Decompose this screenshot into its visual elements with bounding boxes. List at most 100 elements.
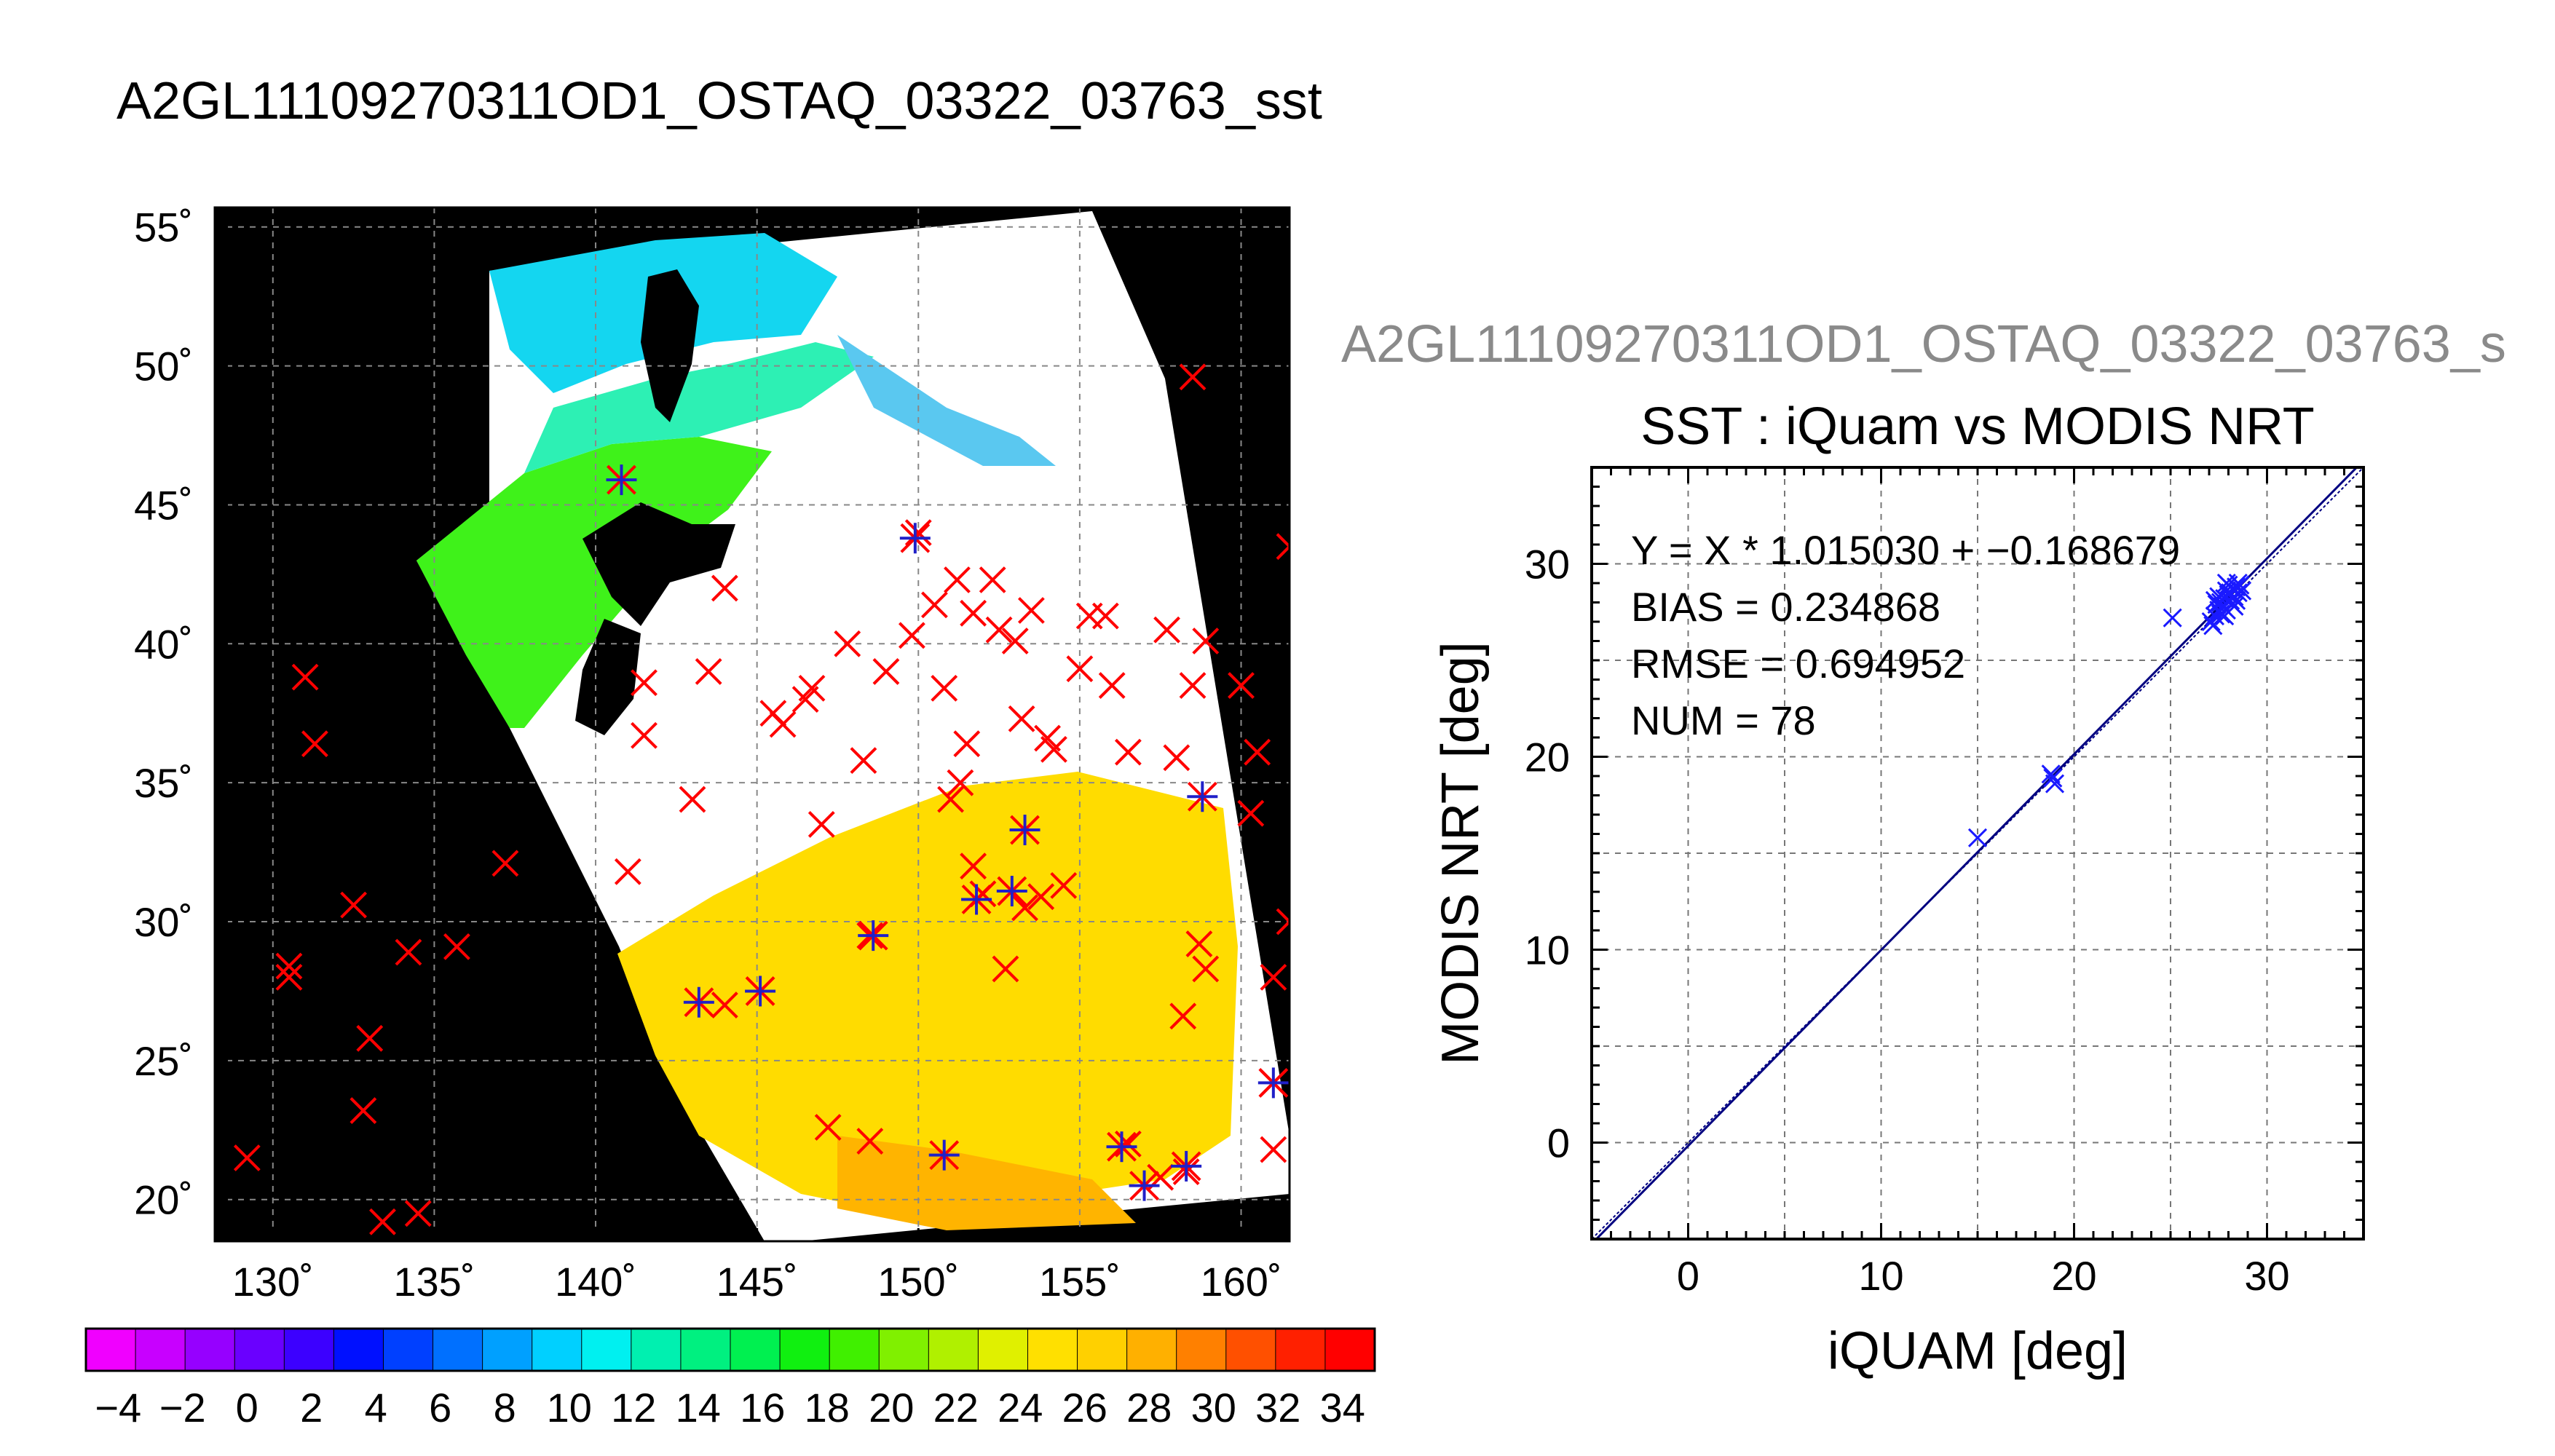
colorbar-tick-label: 4 bbox=[365, 1385, 387, 1431]
map-x-axis: 130˚ 135˚ 140˚ 145˚ 150˚ 155˚ 160˚ bbox=[232, 1228, 1282, 1305]
honshu-land bbox=[575, 619, 641, 735]
map-red-cross bbox=[850, 747, 877, 775]
map-red-cross-stroke bbox=[711, 992, 738, 1018]
map-x-tick-label: 135˚ bbox=[393, 1259, 475, 1305]
scatter-point bbox=[2201, 612, 2221, 632]
map-red-cross bbox=[1163, 744, 1190, 772]
colorbar-tick-label: 26 bbox=[1062, 1385, 1107, 1431]
colorbar-swatch bbox=[680, 1329, 731, 1371]
map-red-cross bbox=[1001, 628, 1029, 654]
map-red-cross-stroke bbox=[1192, 955, 1220, 983]
map-red-cross bbox=[1169, 1002, 1197, 1030]
map-red-cross bbox=[960, 599, 987, 627]
map-red-cross-stroke bbox=[1179, 672, 1207, 699]
map-red-cross-stroke bbox=[1001, 628, 1029, 654]
colorbar-swatch bbox=[1225, 1329, 1276, 1371]
scatter-annotation: RMSE = 0.694952 bbox=[1631, 641, 1965, 687]
map-red-cross bbox=[985, 616, 1013, 644]
colorbar-tick-label: 28 bbox=[1126, 1385, 1172, 1431]
map-red-cross-stroke bbox=[395, 938, 422, 966]
colorbar-tick-label: 12 bbox=[611, 1385, 656, 1431]
map-red-cross-stroke bbox=[1260, 1136, 1287, 1163]
map-red-cross bbox=[1011, 894, 1038, 922]
map-red-cross-stroke bbox=[1027, 883, 1055, 911]
colorbar-swatch bbox=[928, 1329, 979, 1371]
map-red-cross-stroke bbox=[679, 786, 706, 813]
map-y-tick-label: 30˚ bbox=[134, 899, 193, 945]
map-red-cross bbox=[960, 852, 987, 880]
colorbar-swatch bbox=[780, 1329, 830, 1371]
map-red-cross-stroke bbox=[631, 721, 657, 749]
map-y-tick-label: 45˚ bbox=[134, 482, 193, 528]
colorbar-swatch bbox=[135, 1329, 186, 1371]
map-red-cross-stroke bbox=[979, 566, 1006, 593]
map-red-cross bbox=[679, 786, 706, 813]
map-red-cross-stroke bbox=[807, 811, 835, 838]
scatter-point-stroke bbox=[2224, 596, 2244, 616]
map-red-cross bbox=[944, 566, 971, 593]
scatter-x-tick-label: 20 bbox=[2051, 1253, 2096, 1299]
map-blue-star bbox=[961, 884, 992, 915]
map-blue-stars bbox=[606, 464, 1289, 1201]
colorbar-swatch bbox=[581, 1329, 632, 1371]
scatter-point-stroke bbox=[2045, 774, 2065, 794]
scatter-annotation: BIAS = 0.234868 bbox=[1631, 584, 1940, 630]
colorbar-tick-label: 6 bbox=[429, 1385, 451, 1431]
scatter-point-stroke bbox=[2041, 764, 2061, 784]
map-red-cross bbox=[834, 630, 861, 657]
scatter-point-stroke bbox=[2228, 583, 2248, 603]
map-red-cross-stroke bbox=[1091, 602, 1119, 630]
map-red-cross bbox=[301, 730, 328, 758]
scatter-annotation: NUM = 78 bbox=[1631, 697, 1816, 743]
colorbar-swatch bbox=[1176, 1329, 1227, 1371]
map-red-cross bbox=[1185, 930, 1213, 957]
map-red-cross bbox=[1260, 963, 1287, 991]
map-x-tick-label: 130˚ bbox=[232, 1259, 314, 1305]
map-y-axis: 20˚ 25˚ 30˚ 35˚ 40˚ 45˚ 50˚ 55˚ bbox=[134, 205, 228, 1223]
scatter-point-stroke bbox=[2211, 604, 2230, 624]
map-red-cross bbox=[953, 730, 981, 758]
map-red-cross bbox=[491, 850, 519, 877]
scatter-annotation: Y = X * 1.015030 + −0.168679 bbox=[1631, 527, 2180, 573]
map-x-tick-label: 145˚ bbox=[716, 1259, 798, 1305]
map-red-cross-stroke bbox=[631, 669, 657, 697]
map-red-cross-stroke bbox=[614, 858, 641, 885]
colorbar-swatch bbox=[1027, 1329, 1078, 1371]
scatter-point bbox=[2224, 596, 2244, 616]
map-red-cross bbox=[1153, 616, 1180, 644]
colorbar-tick-label: −4 bbox=[95, 1385, 141, 1431]
map-blue-star bbox=[1129, 1170, 1160, 1201]
map-red-cross-stroke bbox=[1163, 744, 1190, 772]
map-red-cross bbox=[1114, 1130, 1142, 1158]
map-red-cross-stroke bbox=[1276, 908, 1290, 924]
scatter-x-tick-label: 0 bbox=[1677, 1253, 1699, 1299]
map-red-cross bbox=[356, 1024, 384, 1052]
colorbar-swatch bbox=[86, 1329, 136, 1371]
map-red-cross-stroke bbox=[1011, 894, 1038, 922]
map-red-cross bbox=[921, 591, 948, 619]
scatter-point bbox=[2216, 573, 2236, 593]
map-blue-star bbox=[606, 464, 637, 496]
map-red-cross bbox=[872, 658, 900, 685]
colorbar-tick-label: 30 bbox=[1191, 1385, 1236, 1431]
map-x-tick-label: 160˚ bbox=[1200, 1259, 1282, 1305]
scatter-point bbox=[2041, 764, 2061, 784]
map-red-cross bbox=[947, 769, 974, 796]
map-red-cross-stroke bbox=[850, 747, 877, 775]
scatter-y-label: MODIS NRT [deg] bbox=[1431, 641, 1490, 1065]
map-red-cross bbox=[807, 811, 835, 838]
warmest-sst-region bbox=[837, 1136, 1136, 1230]
map-red-cross-stroke bbox=[937, 786, 965, 813]
map-red-cross-stroke bbox=[1276, 544, 1290, 561]
map-red-cross-stroke bbox=[798, 674, 826, 702]
scatter-point bbox=[2211, 604, 2230, 624]
map-red-cross bbox=[1027, 883, 1055, 911]
map-red-cross-stroke bbox=[404, 1200, 432, 1227]
colorbar-swatch bbox=[730, 1329, 781, 1371]
map-red-cross-stroke bbox=[898, 622, 925, 649]
cool-sst-region bbox=[416, 437, 772, 728]
map-x-tick-label: 150˚ bbox=[877, 1259, 959, 1305]
scatter-point bbox=[2207, 595, 2227, 614]
map-y-tick-label: 55˚ bbox=[134, 205, 193, 250]
map-red-cross bbox=[614, 858, 641, 885]
